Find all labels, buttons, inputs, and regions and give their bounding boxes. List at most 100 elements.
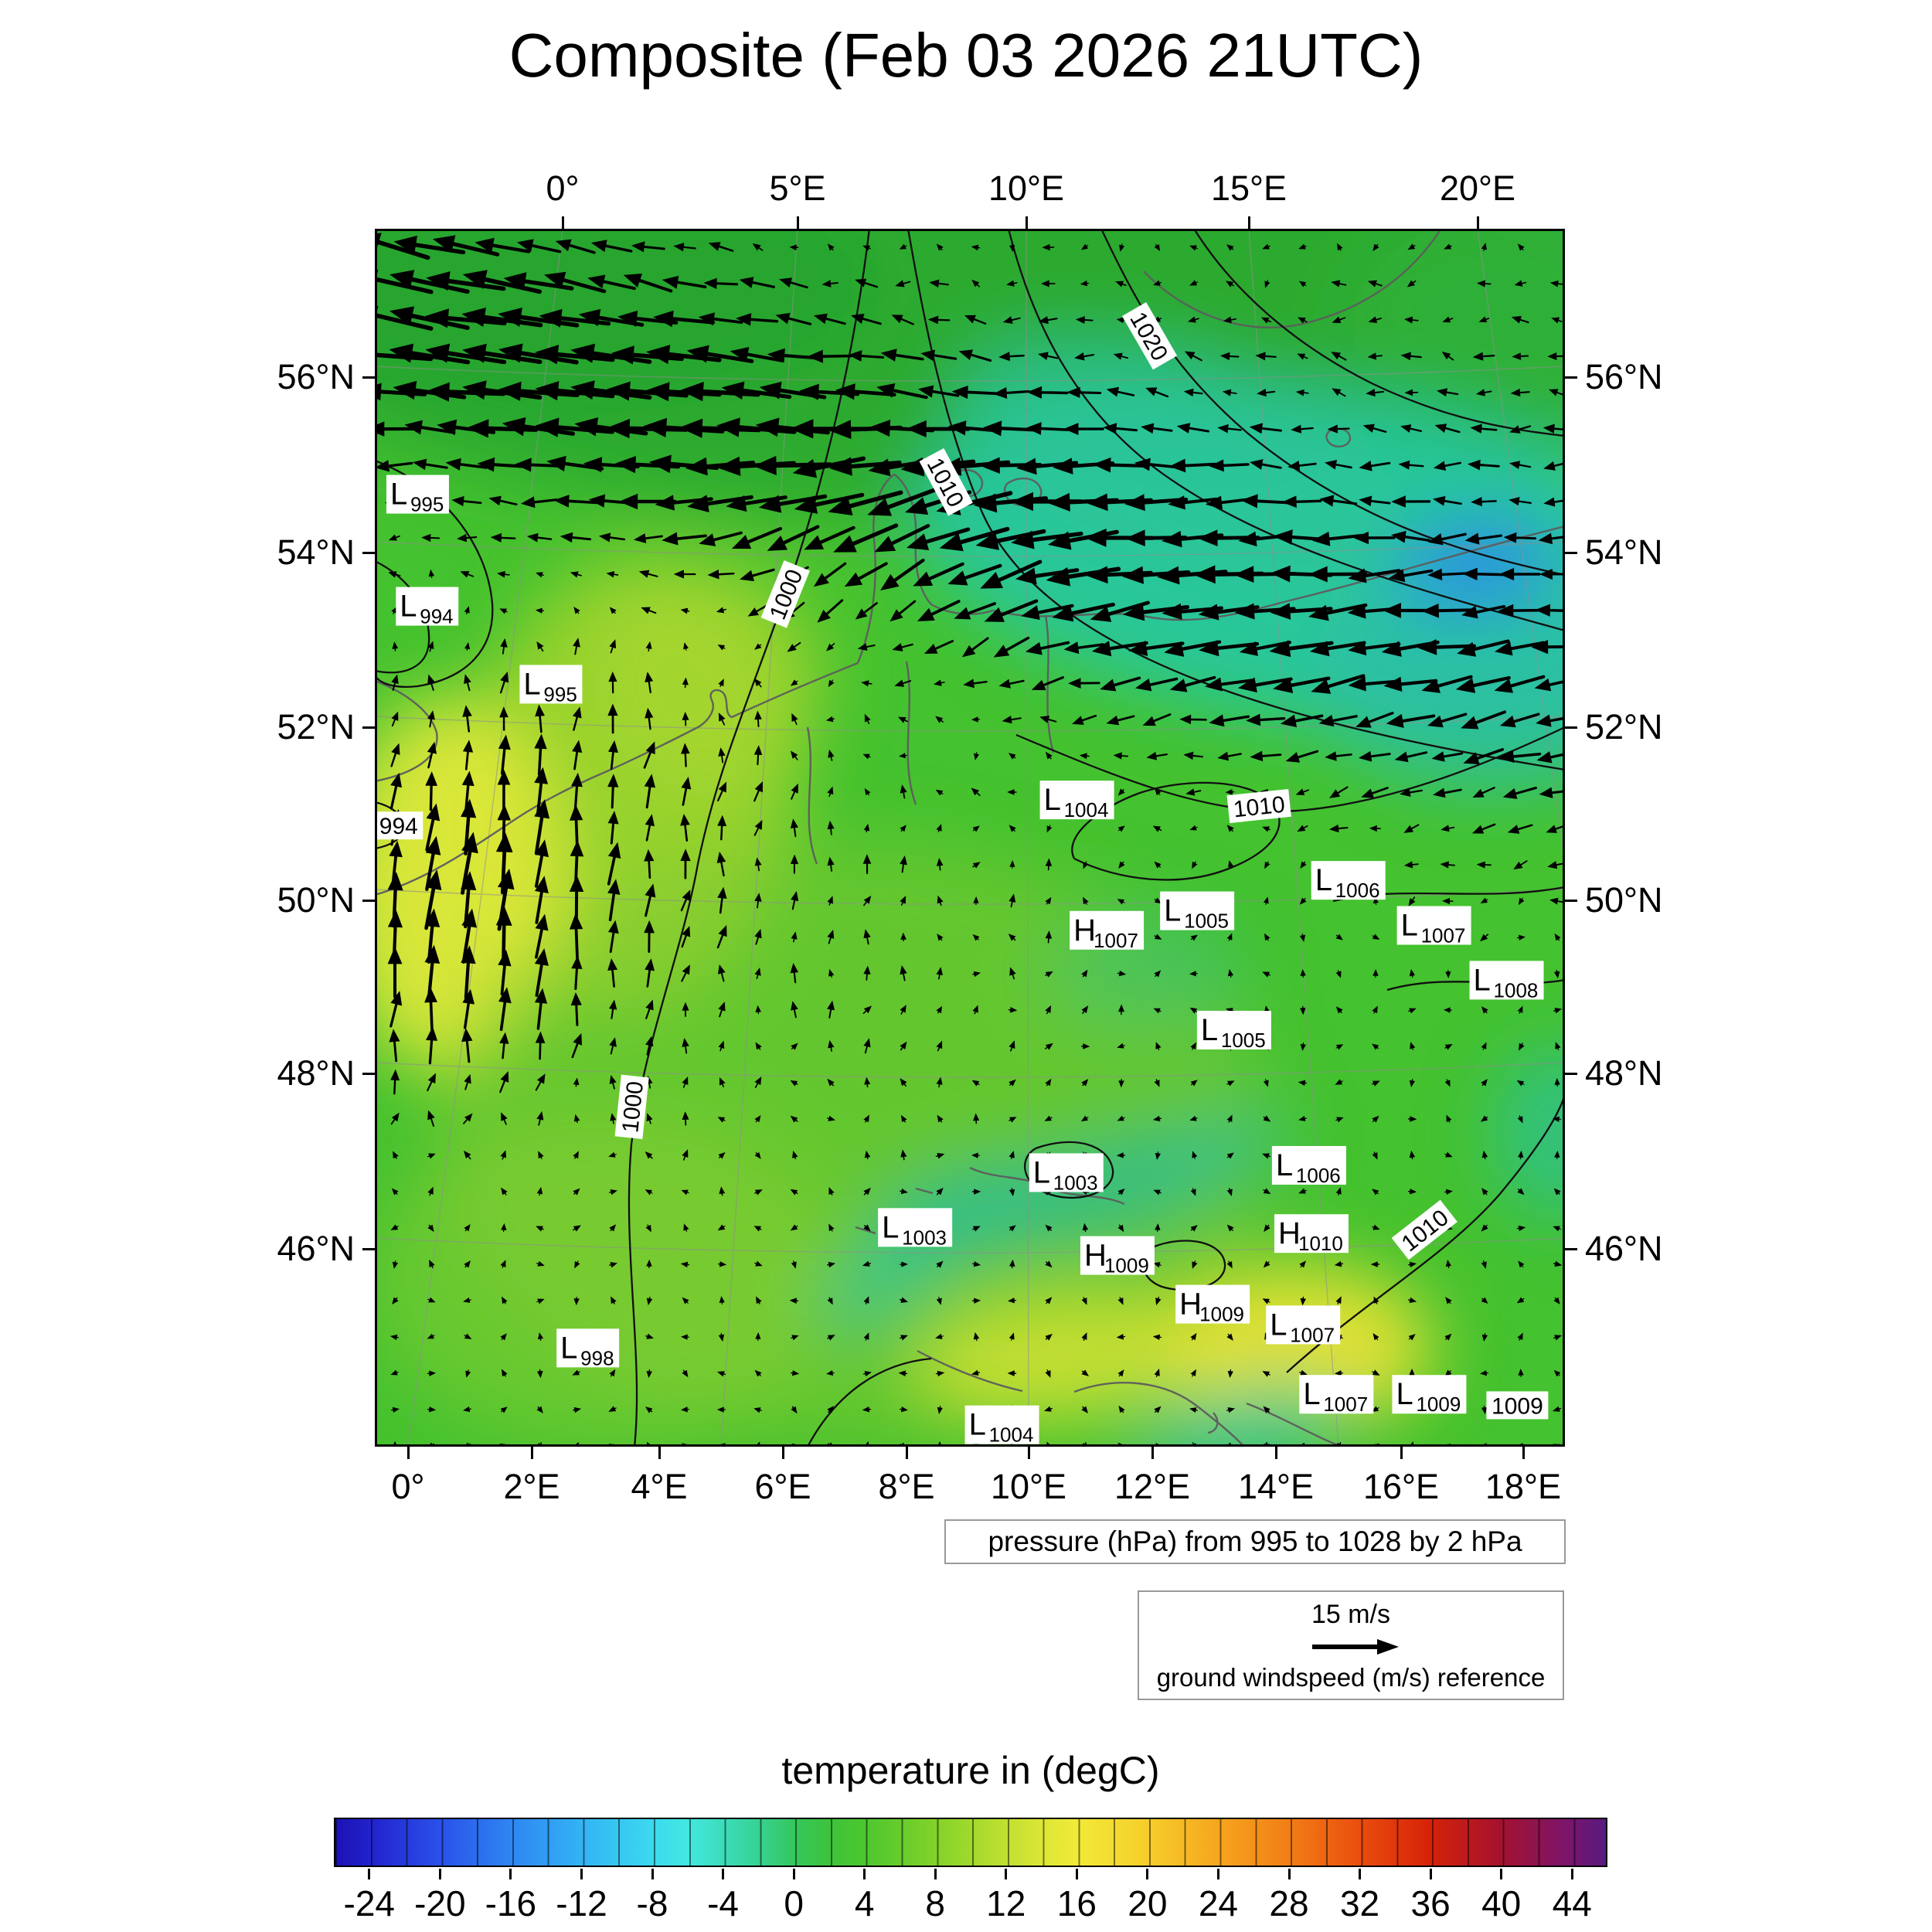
axis-tick-right — [1565, 1247, 1577, 1250]
pressure-center-letter: L — [1164, 894, 1181, 928]
colorbar-tick — [1429, 1869, 1432, 1879]
pressure-center-value: 1003 — [1053, 1171, 1098, 1194]
wind-reference-arrow-icon — [1312, 1638, 1399, 1655]
axis-tick-left — [362, 899, 375, 902]
pressure-center-letter: L — [1201, 1013, 1218, 1047]
pressure-center-value: 1009 — [1104, 1254, 1149, 1277]
axis-tick-left — [362, 551, 375, 554]
axis-tick-bottom — [1522, 1447, 1525, 1459]
pressure-center-value: 995 — [543, 682, 577, 706]
colorbar-tick — [509, 1869, 512, 1879]
pressure-center-label: L 1005 — [1160, 891, 1235, 933]
colorbar-tick — [651, 1869, 654, 1879]
pressure-center-label: L 1007 — [1299, 1375, 1374, 1416]
pressure-center-letter: L — [1044, 783, 1061, 817]
colorbar-tick — [863, 1869, 866, 1879]
pressure-center-value: 1007 — [1323, 1393, 1368, 1416]
wind-reference-speed: 15 m/s — [1311, 1600, 1391, 1629]
pressure-center-label: L 1004 — [1039, 781, 1114, 821]
axis-tick-left — [362, 376, 375, 379]
lon-tick-label-top: 15°E — [1210, 168, 1287, 208]
pressure-center-value: 1006 — [1296, 1164, 1341, 1187]
lon-tick-label-bottom: 4°E — [631, 1467, 688, 1506]
axis-tick-top — [561, 216, 564, 229]
pressure-center-letter: L — [969, 1408, 986, 1442]
pressure-center-value: 1009 — [1199, 1303, 1244, 1326]
pressure-center-value: 1007 — [1094, 929, 1138, 952]
contour-inline-label: 994 — [375, 811, 423, 840]
pressure-center-value: 1008 — [1494, 978, 1539, 1002]
lat-tick-label-left: 46°N — [277, 1229, 355, 1268]
pressure-center-label: L 1006 — [1271, 1145, 1346, 1187]
pressure-center-label: L 998 — [556, 1328, 620, 1369]
axis-tick-bottom — [530, 1447, 533, 1459]
lon-tick-label-bottom: 6°E — [754, 1467, 811, 1506]
pressure-caption-text: pressure (hPa) from 995 to 1028 by 2 hPa — [988, 1526, 1522, 1557]
lat-tick-label-right: 52°N — [1585, 707, 1663, 747]
lon-tick-label-top: 5°E — [769, 168, 826, 208]
lat-tick-label-right: 48°N — [1585, 1053, 1663, 1093]
colorbar-tick-label: 40 — [1481, 1883, 1522, 1923]
lon-tick-label-bottom: 16°E — [1362, 1467, 1440, 1506]
lon-tick-label-bottom: 14°E — [1237, 1467, 1315, 1506]
colorbar-tick — [792, 1869, 795, 1879]
pressure-center-label: L 1009 — [1392, 1375, 1467, 1416]
lat-tick-label-right: 50°N — [1585, 880, 1663, 920]
axis-tick-bottom — [905, 1447, 908, 1459]
colorbar-tick — [722, 1869, 725, 1879]
axis-tick-right — [1565, 376, 1577, 379]
colorbar-tick-label: 24 — [1198, 1883, 1239, 1923]
pressure-center-value: 1004 — [989, 1423, 1034, 1447]
pressure-center-value: 994 — [420, 605, 453, 628]
pressure-center-label: L 1007 — [1266, 1305, 1341, 1346]
axis-tick-right — [1565, 899, 1577, 902]
lat-tick-label-left: 50°N — [277, 880, 355, 920]
pressure-center-letter: L — [882, 1210, 899, 1244]
axis-tick-right — [1565, 551, 1577, 554]
axis-tick-top — [796, 216, 799, 229]
lon-tick-label-bottom: 12°E — [1114, 1467, 1191, 1506]
lat-tick-label-left: 54°N — [277, 532, 355, 572]
colorbar-tick-label: -20 — [414, 1883, 466, 1923]
pressure-center-label: L 995 — [519, 665, 583, 706]
pressure-center-label: L 995 — [386, 474, 449, 516]
colorbar-tick-label: -8 — [636, 1883, 668, 1923]
colorbar-tick-label: 36 — [1410, 1883, 1451, 1923]
lon-tick-label-bottom: 0° — [391, 1467, 425, 1506]
pressure-center-label: L 1008 — [1469, 961, 1544, 1002]
contour-inline-label-text: 994 — [379, 814, 418, 839]
pressure-center-label: L 1006 — [1311, 861, 1386, 902]
map-frame — [375, 229, 1565, 1447]
contour-inline-label-text: 1000 — [617, 1080, 648, 1134]
axis-tick-right — [1565, 726, 1577, 729]
wind-reference-caption: ground windspeed (m/s) reference — [1156, 1663, 1546, 1692]
colorbar-tick-label: 12 — [986, 1883, 1026, 1923]
lon-tick-label-bottom: 18°E — [1485, 1467, 1562, 1506]
colorbar-tick-label: 44 — [1552, 1883, 1592, 1923]
axis-tick-right — [1565, 1072, 1577, 1075]
lat-tick-label-left: 48°N — [277, 1053, 355, 1093]
wind-reference-box: 15 m/s ground windspeed (m/s) reference — [1138, 1590, 1564, 1700]
pressure-center-letter: L — [1315, 863, 1332, 897]
colorbar-tick — [1570, 1869, 1573, 1879]
axis-tick-left — [362, 1072, 375, 1075]
temperature-field — [375, 229, 1565, 1447]
axis-tick-top — [1247, 216, 1250, 229]
colorbar-tick-label: -12 — [556, 1883, 607, 1923]
axis-tick-bottom — [1274, 1447, 1277, 1459]
contour-inline-label-text: 1010 — [1232, 792, 1286, 823]
axis-tick-bottom — [658, 1447, 661, 1459]
colorbar-tick-label: -24 — [343, 1883, 396, 1923]
pressure-center-letter: H — [1179, 1287, 1202, 1321]
pressure-center-value: 1010 — [1298, 1232, 1343, 1255]
pressure-center-letter: L — [560, 1331, 577, 1365]
lat-tick-label-right: 54°N — [1585, 532, 1663, 572]
colorbar-segment-lines — [335, 1819, 1606, 1866]
lon-tick-label-bottom: 10°E — [990, 1467, 1067, 1506]
lon-tick-label-bottom: 2°E — [503, 1467, 560, 1506]
